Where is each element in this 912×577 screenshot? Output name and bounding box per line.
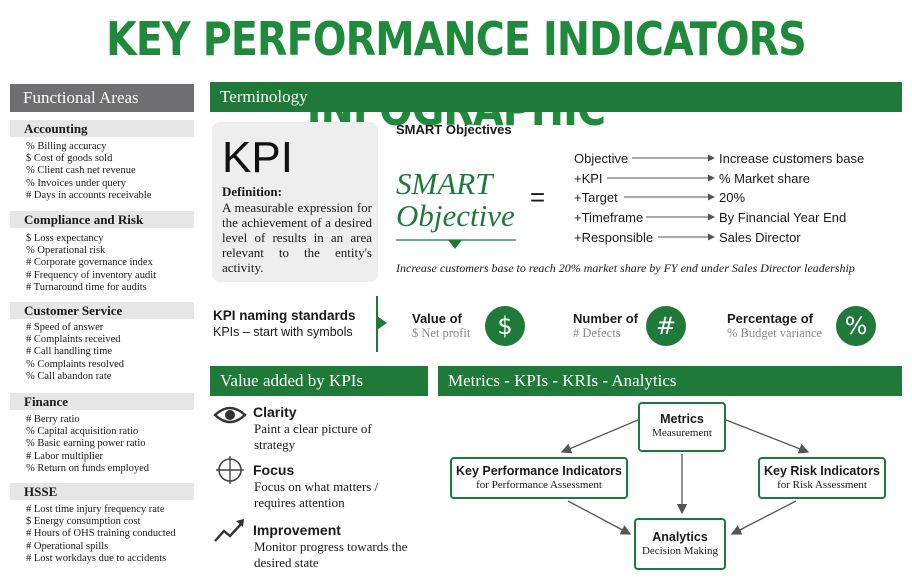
list-item: # Frequency of inventory audit xyxy=(26,270,157,281)
list-item: # Turnaround time for audits xyxy=(26,282,147,293)
node-title: Metrics xyxy=(660,412,704,426)
section-accounting: Accounting xyxy=(10,120,194,137)
functional-areas-header: Functional Areas xyxy=(10,84,194,112)
list-item: # Operational spills xyxy=(26,541,109,552)
section-compliance-risk: Compliance and Risk xyxy=(10,211,194,228)
smart-row-right: Increase customers base xyxy=(719,151,865,166)
smart-row-left: +Target xyxy=(574,190,618,205)
smart-word: SMART xyxy=(396,166,493,201)
list-item: # Lost time injury frequency rate xyxy=(26,504,165,515)
naming-subtitle: KPIs – start with symbols xyxy=(213,325,353,339)
list-item: # Corporate governance index xyxy=(26,257,153,268)
value-title-improvement: Improvement xyxy=(253,522,341,538)
symbol-label-number: Number of xyxy=(573,311,638,326)
metrics-header: Metrics - KPIs - KRIs - Analytics xyxy=(438,366,902,396)
hash-icon: # xyxy=(646,306,686,346)
node-analytics: Analytics Decision Making xyxy=(634,518,726,570)
node-subtitle: Decision Making xyxy=(641,545,719,557)
list-item: % Return on funds employed xyxy=(26,463,150,474)
list-item: # Labor multiplier xyxy=(26,451,103,462)
node-title: Key Risk Indicators xyxy=(763,464,880,478)
list-item: # Call handling time xyxy=(26,346,113,357)
list-item: $ Energy consumption cost xyxy=(26,516,141,527)
smart-row-left: Objective xyxy=(574,151,629,166)
smart-row-left: +Timeframe xyxy=(574,210,644,225)
naming-pointer xyxy=(377,316,387,330)
node-title: Analytics xyxy=(652,530,708,544)
value-added-header: Value added by KPIs xyxy=(210,366,428,396)
trend-up-icon xyxy=(214,519,244,542)
section-hsse: HSSE xyxy=(10,483,194,500)
symbol-label-value: Value of xyxy=(412,311,462,326)
list-item: # Hours of OHS training conducted xyxy=(26,528,176,539)
value-title-clarity: Clarity xyxy=(253,404,297,420)
list-item: $ Loss expectancy xyxy=(26,233,104,244)
crosshair-icon xyxy=(216,456,244,484)
node-subtitle: for Risk Assessment xyxy=(777,479,867,491)
naming-title: KPI naming standards xyxy=(213,308,356,323)
list-item: $ Cost of goods sold xyxy=(26,153,113,164)
node-title: Key Performance Indicators xyxy=(455,464,623,478)
list-item: % Basic earning power ratio xyxy=(26,438,146,449)
list-item: # Speed of answer xyxy=(26,322,104,333)
page-title: KEY PERFORMANCE INDICATORS INFOGRAPHIC xyxy=(106,12,807,136)
smart-pointer xyxy=(448,240,462,249)
smart-row-left: +Responsible xyxy=(574,230,654,245)
value-text-focus: Focus on what matters / requires attenti… xyxy=(254,479,379,510)
definition-text: A measurable expression for the achievem… xyxy=(222,200,372,275)
list-item: % Billing accuracy xyxy=(26,141,107,152)
definition-label: Definition: xyxy=(222,184,282,199)
symbol-example-number: # Defects xyxy=(573,326,621,340)
node-kpi: Key Performance Indicators for Performan… xyxy=(450,457,628,499)
section-customer-service: Customer Service xyxy=(10,302,194,319)
kpi-definition-card: KPI Definition: A measurable expression … xyxy=(212,122,378,282)
percent-icon: % xyxy=(836,306,876,346)
equals-sign: = xyxy=(530,182,546,212)
smart-row-right: 20% xyxy=(719,190,746,205)
terminology-header: Terminology xyxy=(210,82,902,112)
list-item: # Days in accounts receivable xyxy=(26,190,152,201)
eye-icon xyxy=(213,406,247,424)
list-item: % Complaints resolved xyxy=(26,359,124,370)
list-item: % Call abandon rate xyxy=(26,371,112,382)
symbol-example-value: $ Net profit xyxy=(412,326,471,340)
smart-row-right: % Market share xyxy=(719,171,811,186)
list-item: # Berry ratio xyxy=(26,414,80,425)
arrow-kpi-analytics xyxy=(567,500,632,535)
smart-row-right: Sales Director xyxy=(719,230,801,245)
dollar-icon: $ xyxy=(485,306,525,346)
node-metrics: Metrics Measurement xyxy=(638,402,726,452)
smart-row-left: +KPI xyxy=(574,171,603,186)
value-text-improvement: Monitor progress towards the desired sta… xyxy=(254,539,408,570)
list-item: % Client cash net revenue xyxy=(26,165,136,176)
symbol-label-percentage: Percentage of xyxy=(727,311,813,326)
list-item: # Lost workdays due to accidents xyxy=(26,553,167,564)
list-item: # Complaints received xyxy=(26,334,121,345)
kpi-big-label: KPI xyxy=(222,133,293,182)
node-subtitle: Measurement xyxy=(652,427,712,439)
smart-heading: SMART Objectives xyxy=(396,122,512,137)
value-text-clarity: Paint a clear picture of strategy xyxy=(254,421,372,452)
smart-row-right: By Financial Year End xyxy=(719,210,847,225)
list-item: % Operational risk xyxy=(26,245,106,256)
smart-example: Increase customers base to reach 20% mar… xyxy=(396,261,855,275)
node-subtitle: for Performance Assessment xyxy=(476,479,602,491)
arrow-metrics-kri xyxy=(725,419,810,454)
value-title-focus: Focus xyxy=(253,462,295,478)
list-item: % Invoices under query xyxy=(26,178,127,189)
symbol-example-percentage: % Budget variance xyxy=(727,326,823,340)
section-finance: Finance xyxy=(10,393,194,410)
list-item: % Capital acquisition ratio xyxy=(26,426,139,437)
objective-word: Objective xyxy=(396,198,515,233)
arrow-metrics-kpi xyxy=(560,419,639,454)
node-kri: Key Risk Indicators for Risk Assessment xyxy=(758,457,886,499)
arrow-kri-analytics xyxy=(730,500,797,535)
